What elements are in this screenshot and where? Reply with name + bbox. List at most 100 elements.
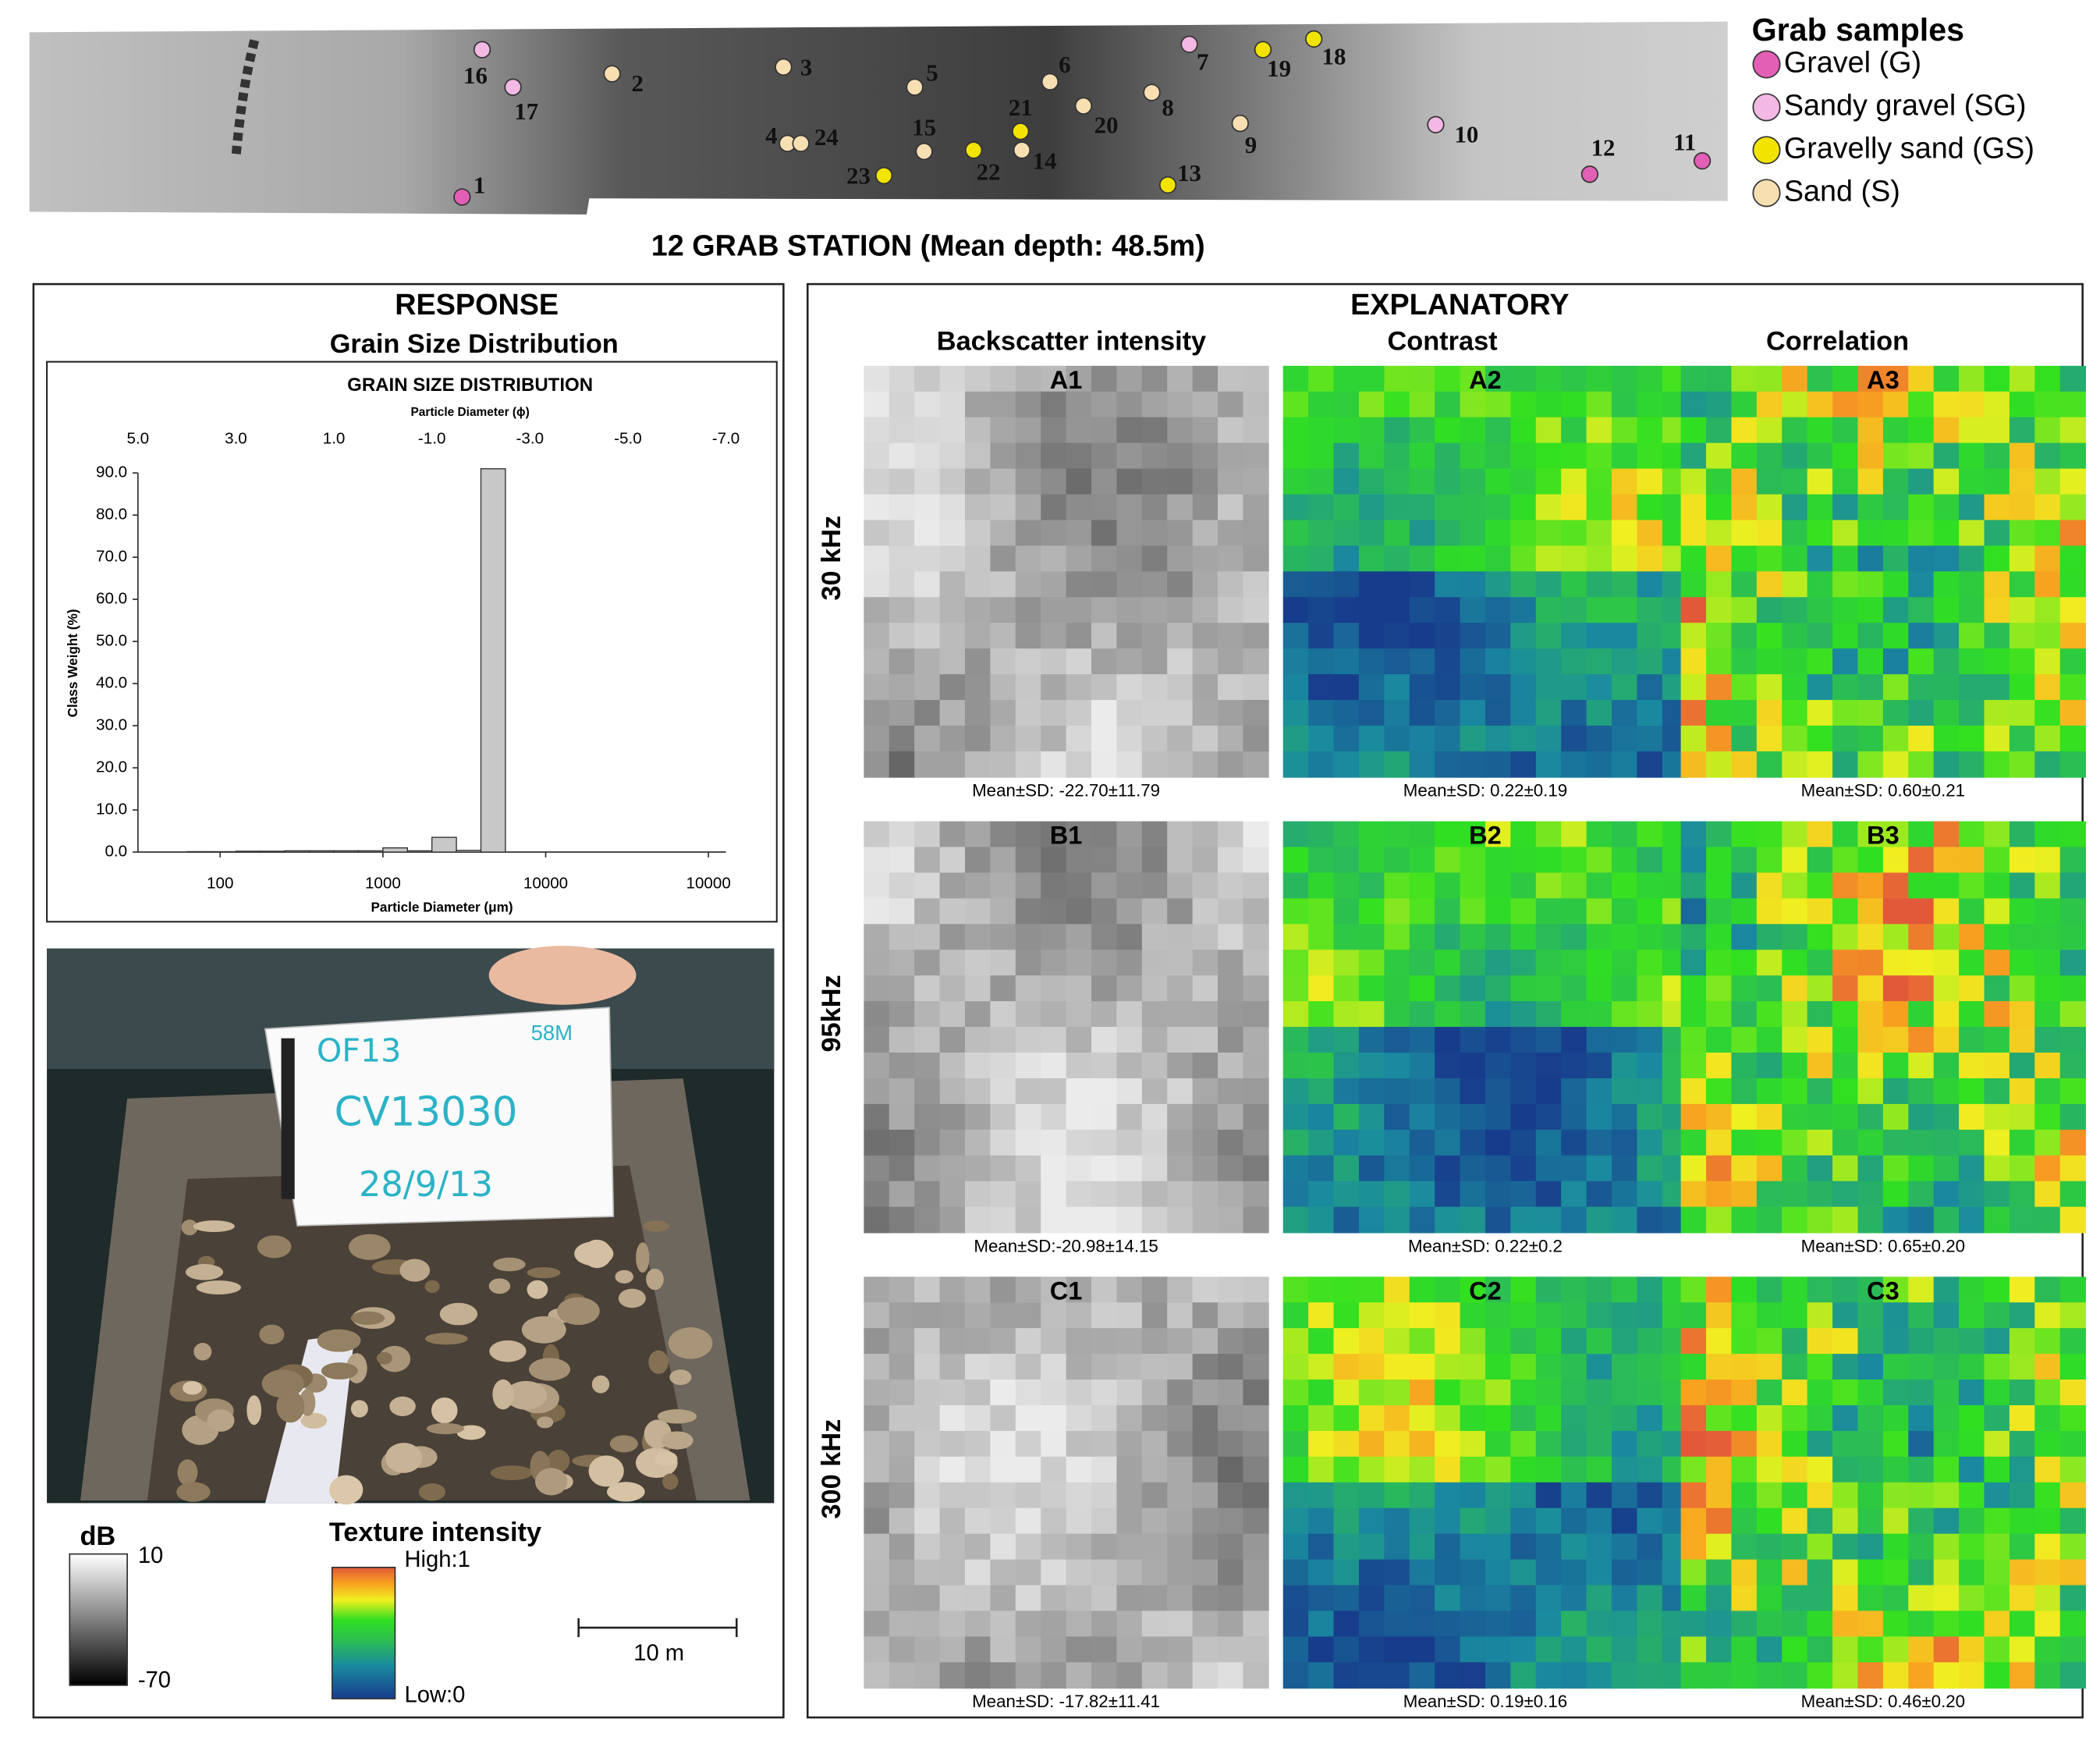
station-label: 13 bbox=[1177, 159, 1201, 186]
texture-cell bbox=[864, 623, 890, 650]
texture-cell bbox=[1243, 417, 1269, 444]
texture-cell bbox=[1192, 1129, 1218, 1156]
texture-cell bbox=[864, 1533, 890, 1561]
texture-cell bbox=[1015, 391, 1042, 418]
texture-cell bbox=[1611, 597, 1638, 624]
texture-cell bbox=[1782, 847, 1808, 874]
texture-cell bbox=[1535, 1302, 1563, 1330]
texture-cell bbox=[1192, 1277, 1218, 1304]
texture-cell bbox=[1611, 821, 1638, 848]
texture-cell bbox=[1308, 1103, 1335, 1131]
texture-cell bbox=[1832, 674, 1859, 701]
texture-cell bbox=[1706, 898, 1733, 925]
texture-cell bbox=[1586, 1482, 1612, 1509]
texture-cell bbox=[1561, 1129, 1587, 1156]
station-label: 6 bbox=[1059, 51, 1070, 78]
texture-cell bbox=[1510, 1053, 1537, 1079]
texture-cell bbox=[1561, 1482, 1587, 1509]
texture-cell bbox=[1611, 1585, 1638, 1612]
bar bbox=[456, 850, 482, 853]
texture-cell bbox=[1510, 648, 1537, 675]
texture-cell bbox=[1756, 648, 1783, 675]
texture-cell bbox=[1333, 1559, 1360, 1586]
texture-cell bbox=[939, 520, 966, 547]
texture-cell bbox=[1882, 1078, 1910, 1105]
texture-cell bbox=[1066, 1430, 1092, 1458]
texture-cell bbox=[1460, 1507, 1486, 1535]
texture-cell bbox=[1333, 1585, 1360, 1612]
texture-cell bbox=[1485, 1302, 1512, 1330]
texture-cell bbox=[1192, 648, 1218, 675]
texture-cell bbox=[914, 520, 941, 547]
texture-cell bbox=[1384, 1636, 1410, 1664]
texture-cell bbox=[1333, 975, 1360, 1002]
texture-cell bbox=[889, 1206, 916, 1234]
texture-cell bbox=[1510, 597, 1537, 624]
texture-cell bbox=[1586, 700, 1612, 726]
texture-cell bbox=[1218, 674, 1244, 701]
texture-cell bbox=[2034, 847, 2061, 874]
texture-cell bbox=[1706, 1533, 1733, 1561]
texture-cell bbox=[1460, 1430, 1486, 1458]
texture-cell bbox=[1409, 1103, 1436, 1131]
texture-cell bbox=[1680, 1559, 1707, 1586]
texture-cell bbox=[2059, 1559, 2086, 1586]
texture-cell bbox=[1637, 975, 1663, 1002]
texture-cell bbox=[1282, 872, 1309, 900]
texture-cell bbox=[864, 597, 890, 624]
stone bbox=[490, 1465, 534, 1481]
texture-cell bbox=[1586, 1507, 1612, 1535]
texture-cell bbox=[1192, 1533, 1218, 1561]
texture-cell bbox=[1611, 1379, 1638, 1406]
texture-cell bbox=[1066, 950, 1092, 977]
texture-cell bbox=[1167, 1078, 1194, 1105]
texture-cell bbox=[2059, 1379, 2086, 1406]
texture-cell bbox=[1731, 924, 1758, 951]
texture-cell bbox=[1192, 898, 1218, 925]
texture-cell bbox=[1041, 924, 1067, 951]
texture-cell bbox=[1091, 1053, 1118, 1079]
texture-cell bbox=[1333, 1206, 1360, 1234]
texture-cell bbox=[1731, 1404, 1758, 1432]
texture-cell bbox=[1358, 571, 1385, 598]
texture-cell bbox=[2009, 872, 2036, 900]
texture-cell bbox=[889, 391, 916, 418]
texture-cell bbox=[1091, 1636, 1118, 1664]
texture-cell bbox=[1510, 494, 1537, 521]
texture-cell bbox=[1333, 520, 1360, 547]
stone bbox=[376, 1351, 392, 1365]
texture-cell bbox=[1243, 623, 1269, 650]
texture-cell bbox=[1857, 898, 1884, 925]
texture-cell bbox=[864, 1482, 890, 1509]
texture-cell bbox=[2059, 1636, 2086, 1664]
texture-cell bbox=[1933, 1354, 1960, 1380]
texture-cell bbox=[889, 674, 916, 701]
texture-cell bbox=[1041, 597, 1067, 624]
texture-cell bbox=[2059, 494, 2086, 521]
texture-cell bbox=[1485, 1379, 1512, 1406]
texture-cell bbox=[1041, 1181, 1067, 1208]
texture-cell bbox=[1857, 391, 1884, 418]
texture-cell bbox=[1218, 494, 1244, 521]
texture-cell bbox=[1243, 1129, 1269, 1156]
texture-cell bbox=[1984, 898, 2010, 925]
texture-cell bbox=[1116, 950, 1143, 977]
texture-cell bbox=[1066, 1103, 1092, 1131]
texture-cell bbox=[1333, 898, 1360, 925]
texture-cell bbox=[1706, 674, 1733, 701]
texture-cell bbox=[1167, 1328, 1194, 1355]
texture-cell bbox=[1586, 494, 1612, 521]
texture-cell bbox=[1460, 872, 1486, 900]
station-marker bbox=[775, 58, 793, 76]
texture-cell bbox=[2009, 975, 2036, 1002]
texture-cell bbox=[1959, 1585, 1985, 1612]
texture-cell bbox=[1015, 1507, 1042, 1535]
texture-cell bbox=[1908, 975, 1935, 1002]
texture-cell bbox=[864, 391, 890, 418]
texture-cell bbox=[1611, 847, 1638, 874]
texture-cell bbox=[1959, 597, 1985, 624]
texture-cell bbox=[1731, 1636, 1758, 1664]
texture-cell bbox=[1091, 1379, 1118, 1406]
texture-cell bbox=[1243, 1277, 1269, 1304]
texture-cell bbox=[1218, 1053, 1244, 1079]
